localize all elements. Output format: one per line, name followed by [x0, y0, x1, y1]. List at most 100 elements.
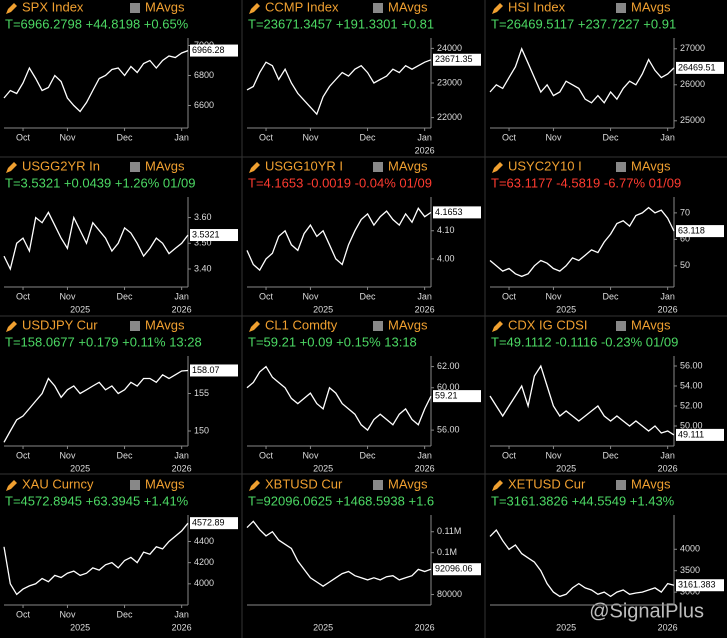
stat-line: T=59.21 +0.09 +0.15% 13:18 [248, 334, 417, 349]
x-tick-label: Oct [16, 609, 31, 619]
edit-icon [6, 162, 17, 173]
y-tick-label: 3000 [680, 587, 700, 597]
price-line [246, 365, 432, 432]
legend-swatch [130, 321, 140, 331]
year-label: 2025 [313, 304, 333, 314]
x-tick-label: Dec [117, 450, 134, 460]
legend-label: MAvgs [145, 317, 185, 332]
x-tick-label: Dec [360, 291, 377, 301]
stat-line: T=158.0677 +0.179 +0.11% 13:28 [5, 334, 202, 349]
legend-swatch [373, 162, 383, 172]
last-price-label: 6966.28 [192, 45, 225, 55]
last-price-box [433, 206, 481, 219]
legend-swatch [373, 480, 383, 490]
year-label: 2026 [415, 622, 435, 632]
x-tick-label: Oct [502, 291, 517, 301]
y-tick-label: 26000 [680, 79, 705, 89]
year-label: 2026 [172, 463, 192, 473]
x-tick-label: Dec [117, 132, 134, 142]
x-tick-label: Dec [603, 291, 620, 301]
legend-label: MAvgs [388, 0, 428, 14]
y-tick-label: 4000 [194, 578, 214, 588]
price-line [489, 206, 675, 278]
x-tick-label: Oct [16, 450, 31, 460]
stat-line: T=26469.5117 +237.7227 +0.91 [491, 16, 676, 31]
last-price-box [433, 53, 481, 66]
y-tick-label: 6600 [194, 100, 214, 110]
x-tick-label: Oct [502, 132, 517, 142]
y-tick-label: 6800 [194, 70, 214, 80]
year-label: 2026 [415, 463, 435, 473]
last-price-box [190, 229, 238, 242]
x-tick-label: Nov [545, 450, 562, 460]
security-title: USYC2Y10 I [508, 158, 582, 173]
edit-icon [249, 3, 260, 14]
edit-icon [6, 321, 17, 332]
last-price-box [676, 61, 724, 74]
legend-label: MAvgs [388, 476, 428, 491]
x-tick-label: Dec [360, 132, 377, 142]
legend-label: MAvgs [631, 317, 671, 332]
year-label: 2026 [658, 463, 678, 473]
stat-line: T=3.5321 +0.0439 +1.26% 01/09 [5, 175, 195, 190]
x-tick-label: Jan [417, 450, 432, 460]
security-title: HSI Index [508, 0, 566, 14]
y-tick-label: 4.00 [437, 253, 455, 263]
price-line [246, 207, 432, 272]
security-title: CCMP Index [265, 0, 339, 14]
x-tick-label: Nov [302, 132, 319, 142]
stat-line: T=6966.2798 +44.8198 +0.65% [5, 16, 189, 31]
y-tick-label: 4200 [194, 557, 214, 567]
y-tick-label: 52.00 [680, 400, 703, 410]
last-price-box [190, 517, 238, 530]
x-tick-label: Dec [603, 450, 620, 460]
year-label: 2025 [70, 622, 90, 632]
year-label: 2025 [556, 304, 576, 314]
last-price-box [433, 390, 481, 403]
y-tick-label: 50.00 [680, 420, 703, 430]
last-price-label: 26469.51 [678, 62, 716, 72]
year-label: 2025 [313, 463, 333, 473]
year-label: 2025 [556, 622, 576, 632]
year-label: 2025 [556, 463, 576, 473]
stat-line: T=23671.3457 +191.3301 +0.81 [248, 16, 434, 31]
year-label: 2026 [172, 304, 192, 314]
x-tick-label: Nov [545, 132, 562, 142]
y-tick-label: 0.1M [437, 547, 457, 557]
legend-swatch [616, 162, 626, 172]
y-tick-label: 80000 [437, 589, 462, 599]
price-line [489, 47, 675, 104]
x-tick-label: Nov [302, 450, 319, 460]
stat-line: T=4572.8945 +63.3945 +1.41% [5, 493, 189, 508]
x-tick-label: Nov [59, 609, 76, 619]
last-price-label: 92096.06 [435, 564, 473, 574]
legend-label: MAvgs [388, 158, 428, 173]
price-line [489, 528, 675, 598]
x-tick-label: Nov [59, 132, 76, 142]
security-title: USGG2YR In [22, 158, 100, 173]
x-tick-label: Oct [16, 291, 31, 301]
price-line [246, 520, 432, 587]
edit-icon [492, 321, 503, 332]
price-line [3, 522, 189, 596]
last-price-box [676, 225, 724, 238]
last-price-box [190, 44, 238, 57]
x-tick-label: Nov [302, 291, 319, 301]
stat-line: T=3161.3826 +44.5549 +1.43% [491, 493, 675, 508]
edit-icon [492, 480, 503, 491]
legend-swatch [616, 3, 626, 13]
year-label: 2025 [70, 304, 90, 314]
year-label: 2026 [172, 622, 192, 632]
legend-swatch [130, 3, 140, 13]
legend-swatch [616, 321, 626, 331]
y-tick-label: 22000 [437, 112, 462, 122]
legend-swatch [130, 162, 140, 172]
edit-icon [492, 3, 503, 14]
watermark: @SignalPlus [589, 600, 704, 622]
last-price-box [676, 428, 724, 441]
y-tick-label: 0.11M [437, 526, 461, 536]
legend-label: MAvgs [631, 158, 671, 173]
edit-icon [6, 480, 17, 491]
x-tick-label: Jan [174, 450, 189, 460]
